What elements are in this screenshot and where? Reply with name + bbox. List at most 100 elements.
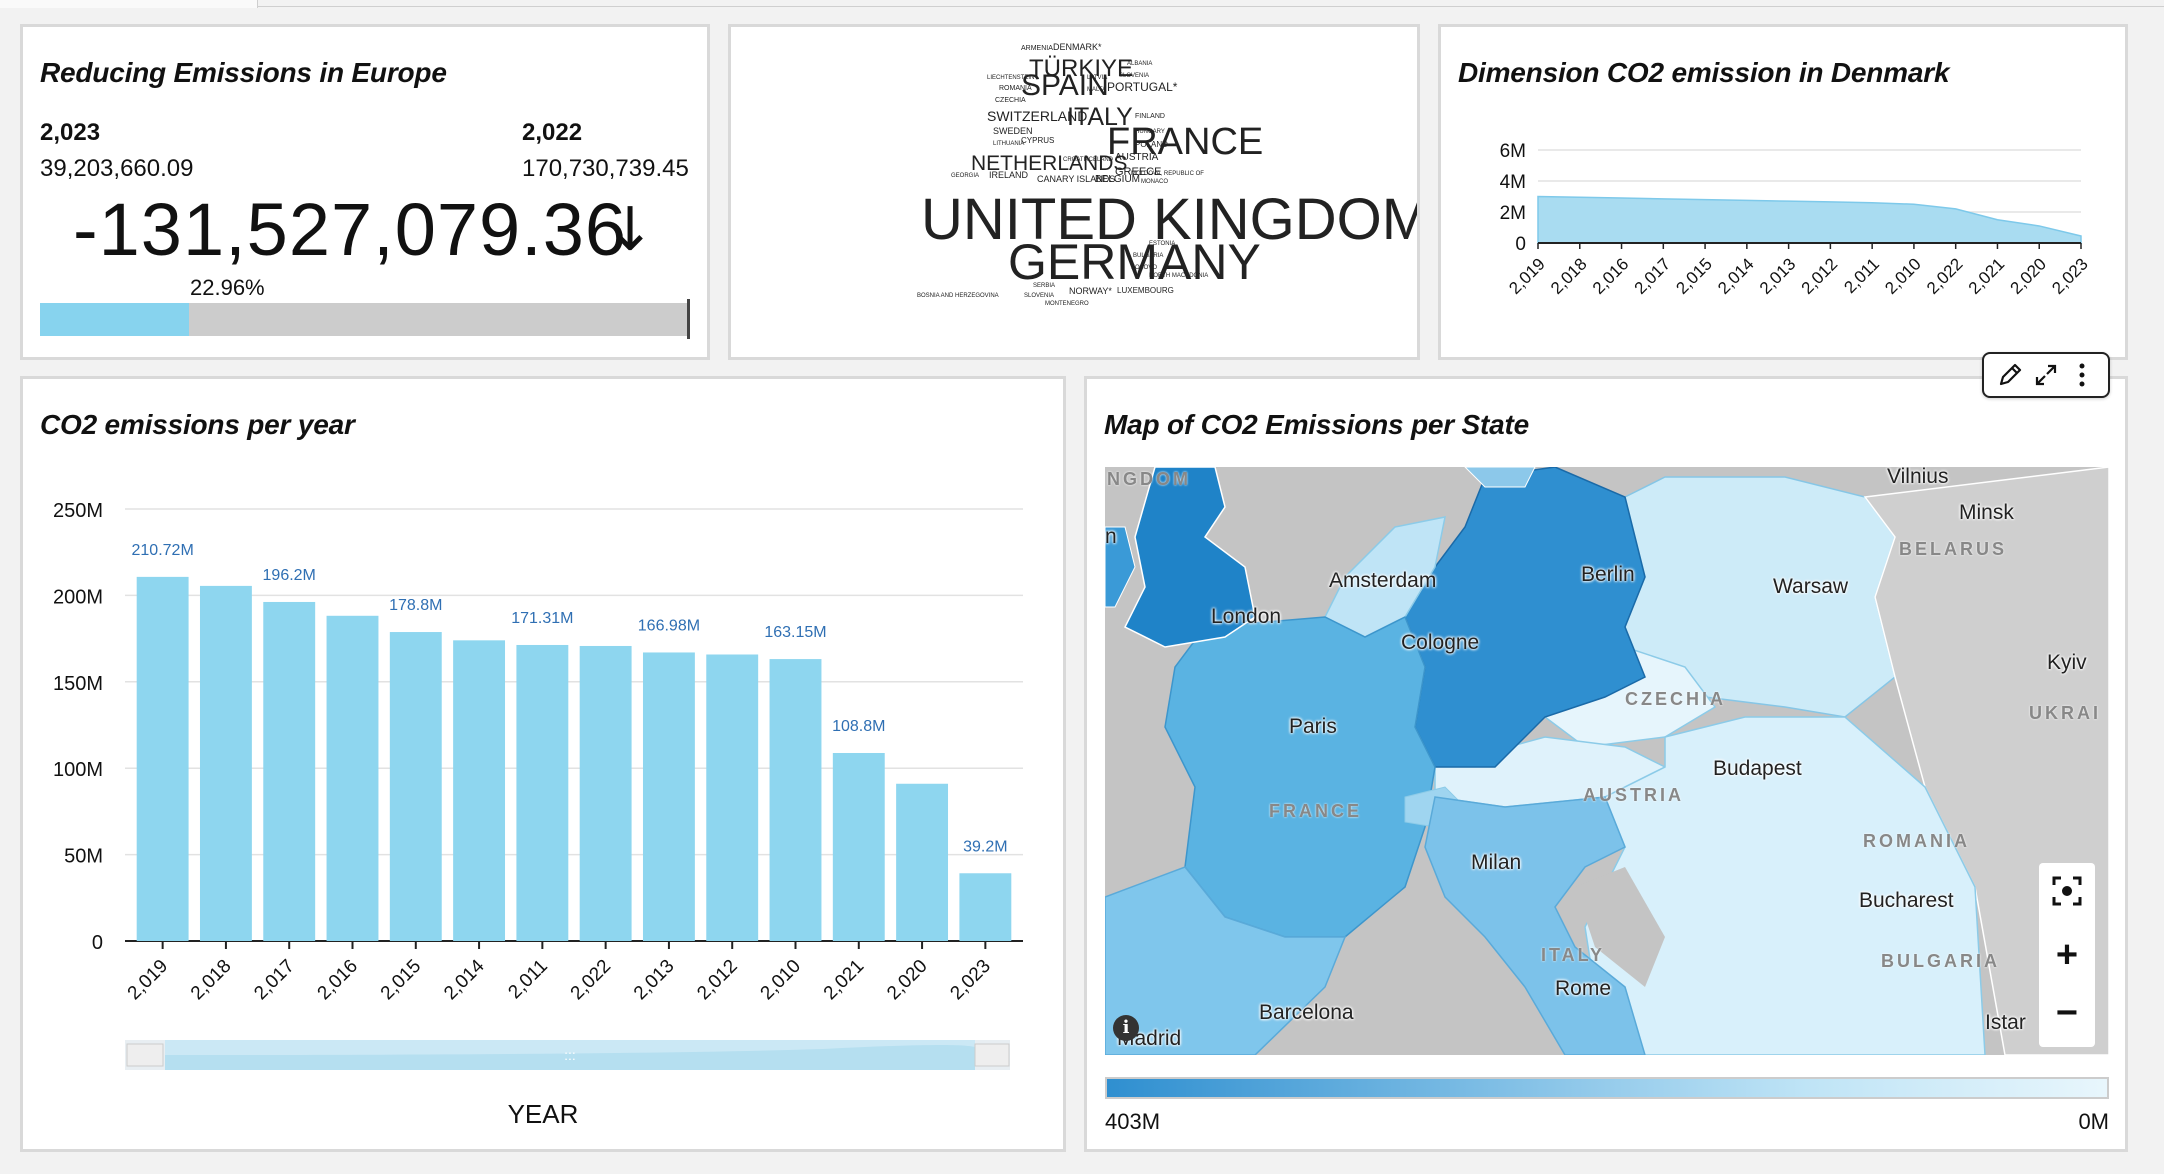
range-scrollbar[interactable]: ::: — [125, 1040, 1010, 1070]
wordcloud-word[interactable]: SWEDEN — [993, 126, 1033, 136]
wordcloud-word[interactable]: MALTA — [1087, 87, 1107, 93]
wordcloud-word[interactable]: GERMANY — [1008, 234, 1261, 290]
x-tick-label: 2,017 — [250, 956, 298, 1004]
wordcloud-word[interactable]: CZECHIA — [995, 97, 1026, 104]
wordcloud-word[interactable]: GREECE — [1115, 166, 1162, 178]
map-region-italy[interactable] — [1424, 796, 1646, 1055]
wordcloud-word[interactable]: AUSTRIA — [1115, 152, 1159, 163]
bar-chart-card[interactable]: CO2 emissions per year ::: 0 50M 100M 150M 2… — [20, 376, 1066, 1152]
info-icon[interactable]: i — [1113, 1015, 1139, 1041]
bar — [769, 659, 822, 941]
x-tick-label: 2,014 — [1714, 254, 1758, 298]
area-series — [1537, 195, 2082, 244]
country-label-italy: ITALY — [1541, 945, 1606, 965]
y-tick-label: 6M — [1500, 141, 1526, 162]
wordcloud-word[interactable]: MONACO — [1141, 179, 1168, 185]
x-tick-label: 2,018 — [1547, 254, 1591, 298]
bar — [516, 644, 569, 941]
wordcloud-word[interactable]: LUXEMBOURG — [1117, 286, 1174, 295]
denmark-area-chart: 02M4M6M2,0192,0182,0162,0172,0152,0142,0… — [1500, 141, 2092, 298]
map-controls: + − — [2039, 863, 2095, 1047]
edit-pencil-icon[interactable] — [1994, 359, 2026, 391]
wordcloud-word[interactable]: LATVIA — [1087, 75, 1108, 81]
wordcloud-word[interactable]: NETHERLANDS — [971, 152, 1128, 175]
country-label-bulgaria: BULGARIA — [1881, 951, 2000, 971]
wordcloud-card[interactable]: ARMENIA DENMARK* TÜRKIYE ALBANIA SLOVENIA LIE… — [728, 24, 1420, 360]
wordcloud-word[interactable]: SLOVENIA — [1119, 73, 1150, 79]
wordcloud-word[interactable]: CROATIA — [1063, 157, 1090, 163]
scrollbar-preview — [165, 1044, 975, 1070]
wordcloud-word[interactable]: LITHUANIA — [993, 141, 1025, 147]
scrollbar-right-handle[interactable] — [974, 1043, 1010, 1067]
wordcloud-word[interactable]: CYPRUS — [1021, 136, 1055, 145]
wordcloud-word[interactable]: MOLDOVA, REPUBLIC OF — [1131, 171, 1204, 177]
kpi-left-label: 2,023 — [40, 119, 101, 146]
choropleth-map[interactable]: NGDOM n Vilnius Minsk BELARUS Amsterdam … — [1105, 467, 2109, 1055]
city-label-istanbul: Istar — [1985, 1011, 2026, 1034]
x-tick-label: 2,018 — [187, 956, 235, 1004]
wordcloud-word[interactable]: ITALY — [1067, 103, 1133, 131]
wordcloud-word[interactable]: UNITED KINGDOM* — [921, 187, 1420, 252]
bar — [263, 601, 316, 941]
map-region-balkans[interactable] — [1584, 716, 1986, 1055]
wordcloud-word[interactable]: CANARY ISLANDS — [1037, 174, 1116, 184]
wordcloud-word[interactable]: ALBANIA — [1127, 61, 1153, 67]
x-tick-label: 2,021 — [820, 956, 868, 1004]
wordcloud-word[interactable]: FINLAND — [1135, 113, 1165, 120]
map-region-denmark[interactable] — [1464, 467, 1536, 488]
wordcloud-word[interactable]: GEORGIA — [951, 173, 980, 179]
zoom-in-button[interactable]: + — [2055, 933, 2079, 976]
wordcloud-word[interactable]: BELGIUM — [1095, 174, 1141, 185]
map-region-uk[interactable] — [1123, 467, 1256, 648]
wordcloud-word[interactable]: SERBIA — [1033, 283, 1056, 289]
sheet-tab[interactable] — [0, 0, 258, 8]
city-label-amsterdam: Amsterdam — [1329, 569, 1437, 592]
denmark-chart-card[interactable]: Dimension CO2 emission in Denmark 0 2M 4M 6… — [1438, 24, 2128, 360]
x-tick-label: 2,015 — [1672, 254, 1716, 298]
x-tick-label: 2,016 — [314, 956, 362, 1004]
top-tab-strip — [0, 0, 2164, 8]
data-label: 171.31M — [511, 610, 573, 627]
scrollbar-left-handle[interactable] — [126, 1043, 164, 1067]
map-legend-gradient — [1105, 1077, 2109, 1099]
wordcloud-word[interactable]: PORTUGAL* — [1107, 80, 1178, 94]
zoom-out-button[interactable]: − — [2055, 991, 2079, 1034]
wordcloud-word[interactable]: SWITZERLAND — [987, 108, 1088, 124]
wordcloud-word[interactable]: DENMARK* — [1053, 42, 1102, 52]
x-tick-label: 2,020 — [883, 956, 931, 1004]
wordcloud-word[interactable]: IRELAND — [989, 170, 1029, 180]
wordcloud-word[interactable]: SLOVENIA — [1024, 293, 1055, 299]
wordcloud-word[interactable]: ROMANIA — [999, 85, 1032, 92]
country-label-france: FRANCE — [1269, 801, 1362, 821]
scrollbar-grip-icon[interactable]: ::: — [564, 1047, 576, 1063]
wordcloud-word[interactable]: SPAIN — [1021, 69, 1109, 102]
wordcloud-word[interactable]: NORTH MACEDONIA — [1149, 273, 1209, 279]
recenter-icon[interactable] — [2039, 863, 2095, 919]
wordcloud-word[interactable]: BULGARIA — [1133, 253, 1164, 259]
map-region-ireland[interactable] — [1105, 526, 1136, 608]
map-region-spain[interactable] — [1105, 866, 1347, 1055]
wordcloud-word[interactable]: ICELAND — [1087, 157, 1114, 163]
expand-icon[interactable] — [2030, 359, 2062, 391]
wordcloud-word[interactable]: NORWAY* — [1069, 286, 1112, 296]
map-region-france[interactable] — [1164, 615, 1436, 938]
city-label-vilnius: Vilnius — [1887, 467, 1949, 488]
wordcloud-word[interactable]: HUNGARY — [1135, 129, 1165, 135]
x-tick-label: 2,013 — [1756, 254, 1800, 298]
wordcloud-word[interactable]: KOSOVO — [1131, 265, 1158, 271]
more-options-icon[interactable] — [2066, 359, 2098, 391]
wordcloud-word[interactable]: POLAND — [1135, 140, 1168, 149]
wordcloud-word[interactable]: ESTONIA — [1149, 241, 1176, 247]
wordcloud-word[interactable]: MONTENEGRO — [1045, 301, 1089, 307]
map-card[interactable]: Map of CO2 Emissions per State — [1084, 376, 2128, 1152]
wordcloud-word[interactable]: TÜRKIYE — [1029, 55, 1134, 82]
wordcloud-word[interactable]: FRANCE — [1107, 121, 1264, 163]
x-tick-label: 2,020 — [2007, 254, 2051, 298]
wordcloud-word[interactable]: ARMENIA — [1021, 45, 1053, 52]
wordcloud-word[interactable]: BOSNIA AND HERZEGOVINA — [917, 293, 999, 299]
wordcloud-word[interactable]: LIECHTENSTEIN — [987, 75, 1035, 81]
x-tick-label: 2,019 — [1505, 254, 1549, 298]
kpi-card[interactable]: Reducing Emissions in Europe 2,023 39,20… — [20, 24, 710, 360]
x-tick-label: 2,012 — [1798, 254, 1842, 298]
country-label-czechia: CZECHIA — [1625, 689, 1726, 709]
